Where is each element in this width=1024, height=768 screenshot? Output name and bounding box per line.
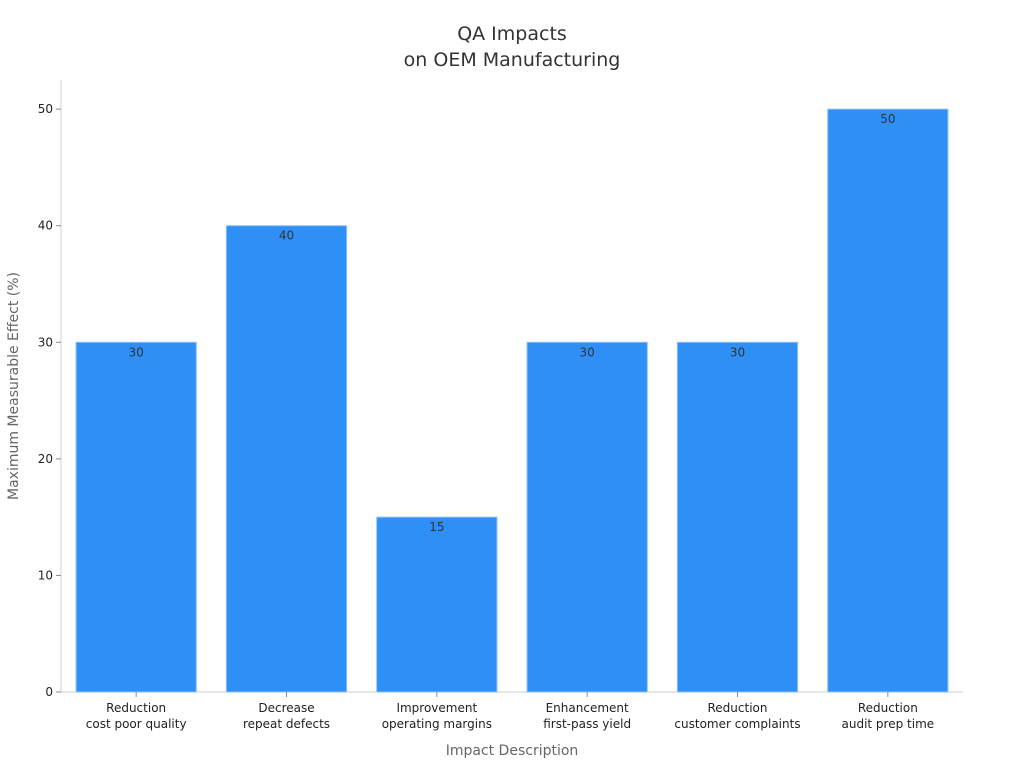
y-axis-title: Maximum Measurable Effect (%) <box>6 272 22 500</box>
bar-value-label: 15 <box>429 520 444 534</box>
chart-title: QA Impacts on OEM Manufacturing <box>404 23 621 71</box>
x-axis-ticks: Reduction cost poor quality Decrease repeat… <box>86 692 934 731</box>
bar-value-label: 30 <box>730 345 745 359</box>
y-tick-label: 0 <box>45 685 53 699</box>
x-tick-label: audit prep time <box>842 717 935 731</box>
x-tick-label: operating margins <box>382 717 492 731</box>
x-tick-label: repeat defects <box>243 717 330 731</box>
y-tick-label: 20 <box>38 452 53 466</box>
bar-value-label: 40 <box>279 229 294 243</box>
x-tick-label: customer complaints <box>674 717 800 731</box>
y-tick-label: 40 <box>38 219 53 233</box>
y-tick-label: 30 <box>38 335 53 349</box>
chart-title-line-1: QA Impacts <box>457 23 567 45</box>
x-tick-label: Improvement <box>396 701 477 715</box>
bar-value-label: 50 <box>880 112 895 126</box>
x-tick-label: Decrease <box>258 701 314 715</box>
bar-value-label: 30 <box>580 345 595 359</box>
bars <box>75 108 949 693</box>
bar <box>376 516 498 693</box>
x-tick-label: Enhancement <box>546 701 629 715</box>
bar <box>75 341 197 693</box>
bar <box>225 225 348 693</box>
x-tick-label: first-pass yield <box>543 717 631 731</box>
bar-value-label: 30 <box>129 345 144 359</box>
y-axis-ticks: 0 10 20 30 40 50 <box>38 102 61 699</box>
chart-title-line-2: on OEM Manufacturing <box>404 49 621 71</box>
data-labels: 30 40 15 30 30 50 <box>129 112 896 534</box>
x-axis-title: Impact Description <box>446 743 579 759</box>
x-tick-label: Reduction <box>106 701 166 715</box>
x-tick-label: Reduction <box>708 701 768 715</box>
axes <box>60 80 963 693</box>
x-tick-label: cost poor quality <box>86 717 187 731</box>
x-tick-label: Reduction <box>858 701 918 715</box>
bar <box>827 108 949 693</box>
bar <box>526 341 648 693</box>
bar <box>676 341 799 693</box>
y-tick-label: 50 <box>38 102 53 116</box>
y-tick-label: 10 <box>38 568 53 582</box>
